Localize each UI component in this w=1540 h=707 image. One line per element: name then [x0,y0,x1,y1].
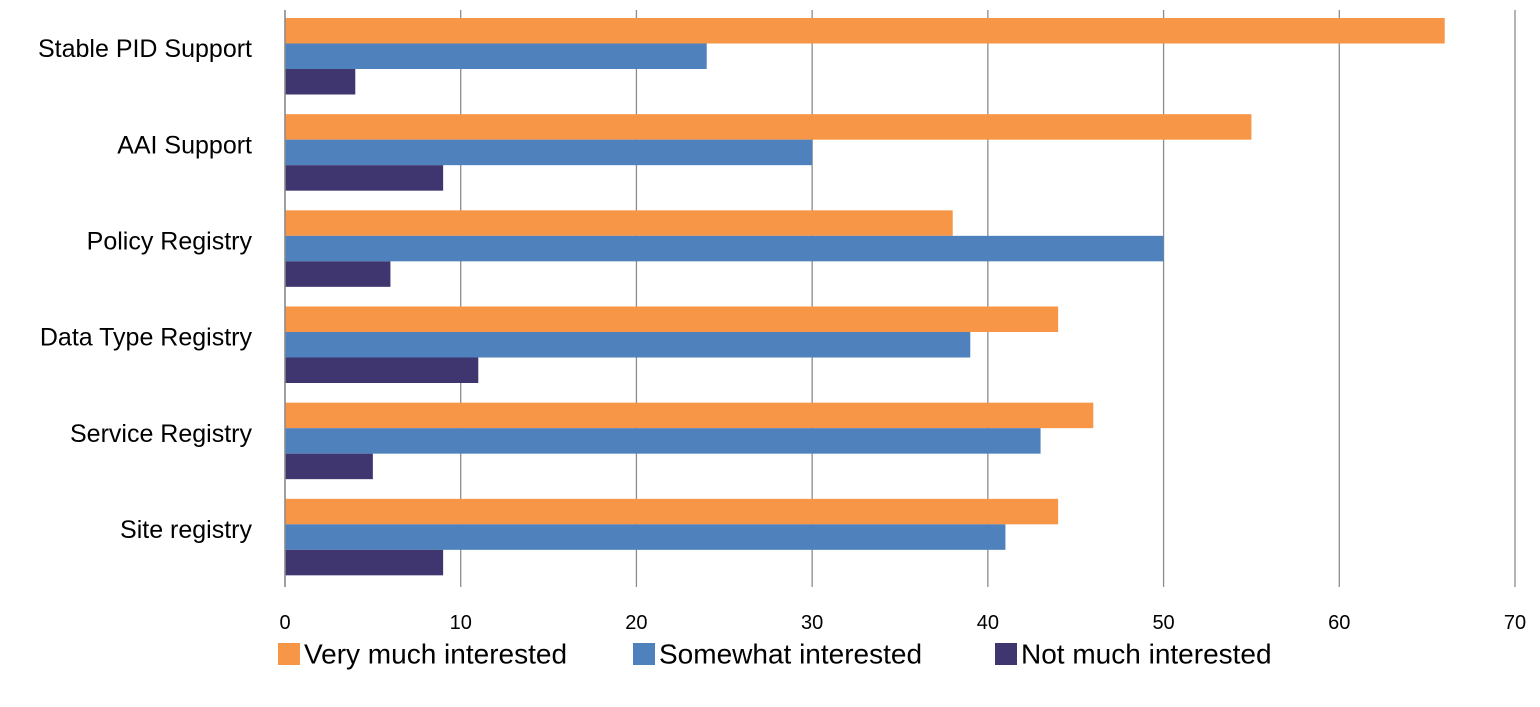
x-tick-label-10: 10 [450,612,472,634]
category-label-2: Policy Registry [87,227,253,255]
bar-2-3 [285,357,479,383]
gridlines [284,10,1516,587]
bar-2-5 [285,549,444,576]
x-tick-label-30: 30 [801,612,823,634]
x-tick-label-50: 50 [1152,612,1174,634]
bar-2-1 [285,165,444,191]
bar-1-0 [285,43,707,69]
legend-label-2: Not much interested [1021,639,1272,670]
bar-1-4 [285,428,1041,454]
category-label-3: Data Type Registry [40,324,253,352]
x-tick-label-40: 40 [977,612,999,634]
bar-2-2 [285,261,391,287]
bar-1-5 [285,524,1006,550]
bar-2-0 [285,69,356,95]
legend: Very much interested Somewhat interested N… [278,639,1272,670]
legend-swatch-0 [278,643,300,665]
bar-2-4 [285,453,373,480]
bar-1-1 [285,139,813,166]
bars [285,18,1445,576]
bar-0-4 [285,402,1094,429]
legend-label-1: Somewhat interested [659,639,922,670]
x-tick-label-20: 20 [625,612,647,634]
x-tick-label-60: 60 [1328,612,1350,634]
legend-label-0: Very much interested [304,639,567,670]
bar-0-2 [285,210,953,236]
category-label-0: Stable PID Support [38,35,252,63]
bar-0-0 [285,18,1445,44]
x-tick-label-70: 70 [1504,612,1526,634]
bar-0-1 [285,114,1252,140]
bar-1-3 [285,332,971,358]
x-tick-label-0: 0 [279,612,290,634]
category-labels: Stable PID Support AAI Support Policy Regi… [38,35,253,544]
bar-0-5 [285,498,1059,525]
category-label-4: Service Registry [70,420,252,448]
category-label-1: AAI Support [117,131,252,159]
x-tick-labels: 0 10 20 30 40 50 60 70 [279,612,1526,634]
legend-swatch-2 [995,643,1017,665]
bar-1-2 [285,235,1164,262]
bar-0-3 [285,306,1059,332]
category-label-5: Site registry [120,516,252,544]
legend-swatch-1 [633,643,655,665]
